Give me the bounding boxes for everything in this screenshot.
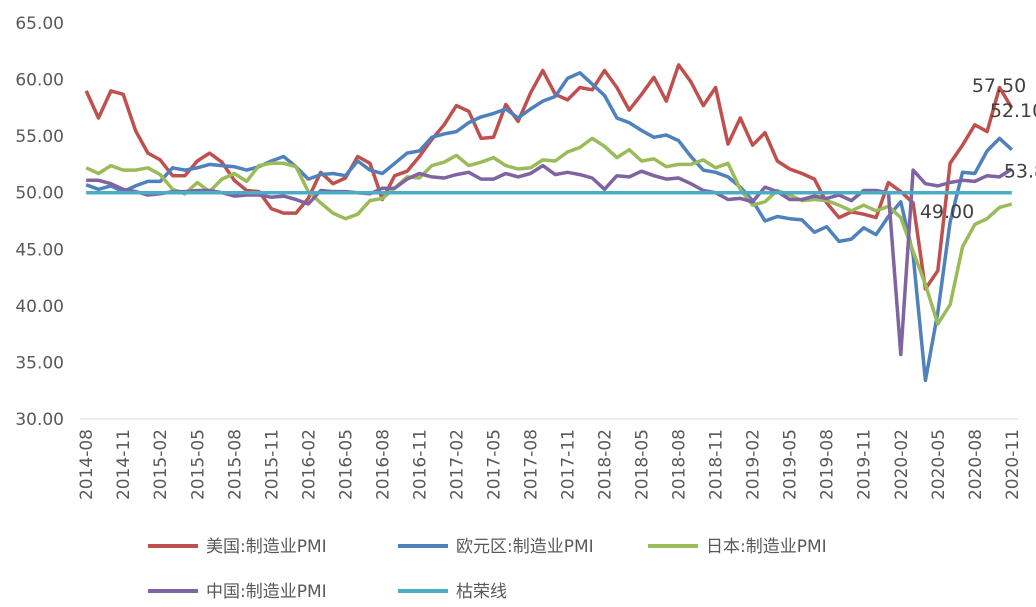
x-tick-label: 2017-05	[484, 429, 504, 500]
x-tick-label: 2020-02	[892, 429, 912, 500]
data-label: 57.50	[972, 75, 1026, 97]
x-tick-label: 2019-08	[818, 429, 838, 500]
series-line	[85, 71, 1013, 383]
x-tick-label: 2019-02	[744, 429, 764, 500]
y-tick-label: 55.00	[15, 127, 64, 147]
x-tick-label: 2019-05	[781, 429, 801, 500]
x-tick-label: 2018-08	[670, 429, 690, 500]
x-tick-label: 2014-11	[114, 429, 134, 500]
x-tick-label: 2018-11	[707, 429, 727, 500]
x-tick-label: 2015-08	[225, 429, 245, 500]
data-label: 49.00	[920, 201, 974, 223]
y-tick-label: 35.00	[15, 353, 64, 373]
legend-label: 美国:制造业PMI	[206, 537, 327, 557]
x-tick-label: 2016-02	[299, 429, 319, 500]
x-tick-label: 2020-08	[966, 429, 986, 500]
x-tick-label: 2015-05	[188, 429, 208, 500]
y-tick-label: 60.00	[15, 71, 64, 91]
series-line	[85, 136, 1013, 326]
y-tick-label: 50.00	[15, 184, 64, 204]
y-tick-label: 65.00	[15, 14, 64, 34]
series-line	[86, 163, 1013, 357]
x-tick-label: 2016-08	[373, 429, 393, 500]
x-tick-label: 2019-11	[855, 429, 875, 500]
x-tick-label: 2016-11	[410, 429, 430, 500]
y-tick-label: 30.00	[15, 410, 64, 430]
y-tick-label: 45.00	[15, 240, 64, 260]
legend-label: 中国:制造业PMI	[206, 582, 327, 602]
x-tick-label: 2017-11	[559, 429, 579, 500]
x-tick-label: 2020-11	[1003, 429, 1023, 500]
x-tick-label: 2018-05	[633, 429, 653, 500]
legend-label: 枯荣线	[456, 582, 507, 602]
x-tick-label: 2015-11	[262, 429, 282, 500]
x-tick-label: 2018-02	[596, 429, 616, 500]
x-tick-label: 2016-05	[336, 429, 356, 500]
x-tick-label: 2017-02	[447, 429, 467, 500]
series-line	[84, 63, 1014, 291]
y-tick-label: 40.00	[15, 297, 64, 317]
x-tick-label: 2014-08	[77, 429, 97, 500]
legend-label: 日本:制造业PMI	[706, 537, 827, 557]
data-label: 53.80	[1004, 161, 1036, 183]
x-tick-label: 2017-08	[521, 429, 541, 500]
x-tick-label: 2015-02	[151, 429, 171, 500]
x-tick-label: 2020-05	[929, 429, 949, 500]
data-label: 52.10	[990, 100, 1036, 122]
legend-label: 欧元区:制造业PMI	[456, 537, 594, 557]
